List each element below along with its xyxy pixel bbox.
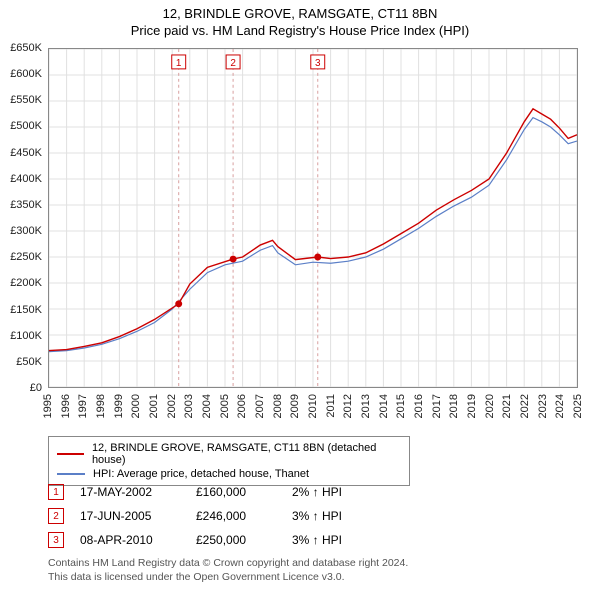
sale-date: 17-MAY-2002 bbox=[80, 485, 180, 499]
chart-subtitle: Price paid vs. HM Land Registry's House … bbox=[0, 21, 600, 38]
legend-item: HPI: Average price, detached house, Than… bbox=[57, 467, 401, 481]
sale-row: 1 17-MAY-2002 £160,000 2% ↑ HPI bbox=[48, 480, 498, 504]
sale-diff: 3% ↑ HPI bbox=[292, 533, 372, 547]
legend: 12, BRINDLE GROVE, RAMSGATE, CT11 8BN (d… bbox=[48, 436, 410, 486]
x-axis-ticks: 1995199619971998199920002001200220032004… bbox=[48, 390, 578, 438]
svg-text:1: 1 bbox=[176, 58, 182, 69]
sale-badge: 2 bbox=[48, 508, 64, 524]
footnote-line: This data is licensed under the Open Gov… bbox=[48, 570, 408, 584]
sale-date: 17-JUN-2005 bbox=[80, 509, 180, 523]
legend-item: 12, BRINDLE GROVE, RAMSGATE, CT11 8BN (d… bbox=[57, 441, 401, 467]
footnote-line: Contains HM Land Registry data © Crown c… bbox=[48, 556, 408, 570]
sale-date: 08-APR-2010 bbox=[80, 533, 180, 547]
sales-table: 1 17-MAY-2002 £160,000 2% ↑ HPI 2 17-JUN… bbox=[48, 480, 498, 552]
legend-label: HPI: Average price, detached house, Than… bbox=[93, 468, 309, 480]
sale-badge: 1 bbox=[48, 484, 64, 500]
sale-price: £250,000 bbox=[196, 533, 276, 547]
sale-row: 2 17-JUN-2005 £246,000 3% ↑ HPI bbox=[48, 504, 498, 528]
chart-title: 12, BRINDLE GROVE, RAMSGATE, CT11 8BN bbox=[0, 0, 600, 21]
chart-plot-area: 1 2 3 bbox=[48, 48, 578, 388]
legend-swatch bbox=[57, 473, 85, 475]
y-axis-ticks: £0£50K£100K£150K£200K£250K£300K£350K£400… bbox=[0, 48, 46, 388]
svg-text:2: 2 bbox=[230, 58, 236, 69]
footnote: Contains HM Land Registry data © Crown c… bbox=[48, 556, 408, 584]
sale-price: £246,000 bbox=[196, 509, 276, 523]
sale-row: 3 08-APR-2010 £250,000 3% ↑ HPI bbox=[48, 528, 498, 552]
sale-price: £160,000 bbox=[196, 485, 276, 499]
sale-diff: 3% ↑ HPI bbox=[292, 509, 372, 523]
sale-diff: 2% ↑ HPI bbox=[292, 485, 372, 499]
sale-badge: 3 bbox=[48, 532, 64, 548]
svg-text:3: 3 bbox=[315, 58, 321, 69]
legend-swatch bbox=[57, 453, 84, 455]
legend-label: 12, BRINDLE GROVE, RAMSGATE, CT11 8BN (d… bbox=[92, 442, 401, 466]
